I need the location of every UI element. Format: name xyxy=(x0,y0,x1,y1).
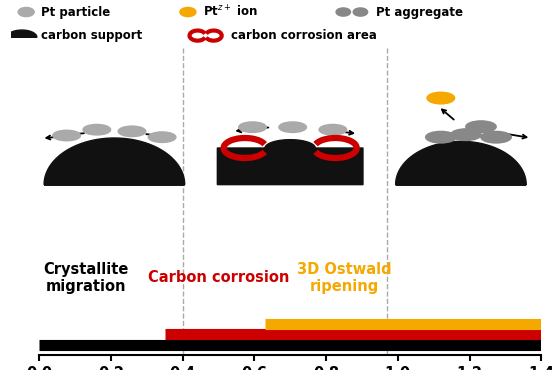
Polygon shape xyxy=(217,140,363,185)
Ellipse shape xyxy=(118,126,146,137)
Ellipse shape xyxy=(353,8,368,16)
Polygon shape xyxy=(7,30,37,37)
Text: Pt aggregate: Pt aggregate xyxy=(377,6,464,18)
Ellipse shape xyxy=(466,121,496,132)
Text: carbon support: carbon support xyxy=(41,29,142,42)
Text: Pt$^{z+}$ ion: Pt$^{z+}$ ion xyxy=(203,4,258,20)
Polygon shape xyxy=(396,141,526,185)
Ellipse shape xyxy=(319,124,347,135)
Ellipse shape xyxy=(279,122,306,132)
Ellipse shape xyxy=(426,131,456,143)
Ellipse shape xyxy=(83,124,110,135)
Ellipse shape xyxy=(148,132,176,142)
Text: carbon corrosion area: carbon corrosion area xyxy=(231,29,377,42)
Text: Crystallite
migration: Crystallite migration xyxy=(43,262,128,294)
Text: Pt particle: Pt particle xyxy=(41,6,110,18)
Ellipse shape xyxy=(427,92,455,104)
Polygon shape xyxy=(44,138,185,185)
Text: Carbon corrosion: Carbon corrosion xyxy=(148,270,289,285)
Ellipse shape xyxy=(53,130,80,141)
Ellipse shape xyxy=(180,7,196,17)
Text: 3D Ostwald
ripening: 3D Ostwald ripening xyxy=(297,262,391,294)
Ellipse shape xyxy=(239,122,266,132)
Ellipse shape xyxy=(336,8,350,16)
Ellipse shape xyxy=(18,7,34,17)
Ellipse shape xyxy=(451,129,481,141)
Ellipse shape xyxy=(481,131,511,143)
